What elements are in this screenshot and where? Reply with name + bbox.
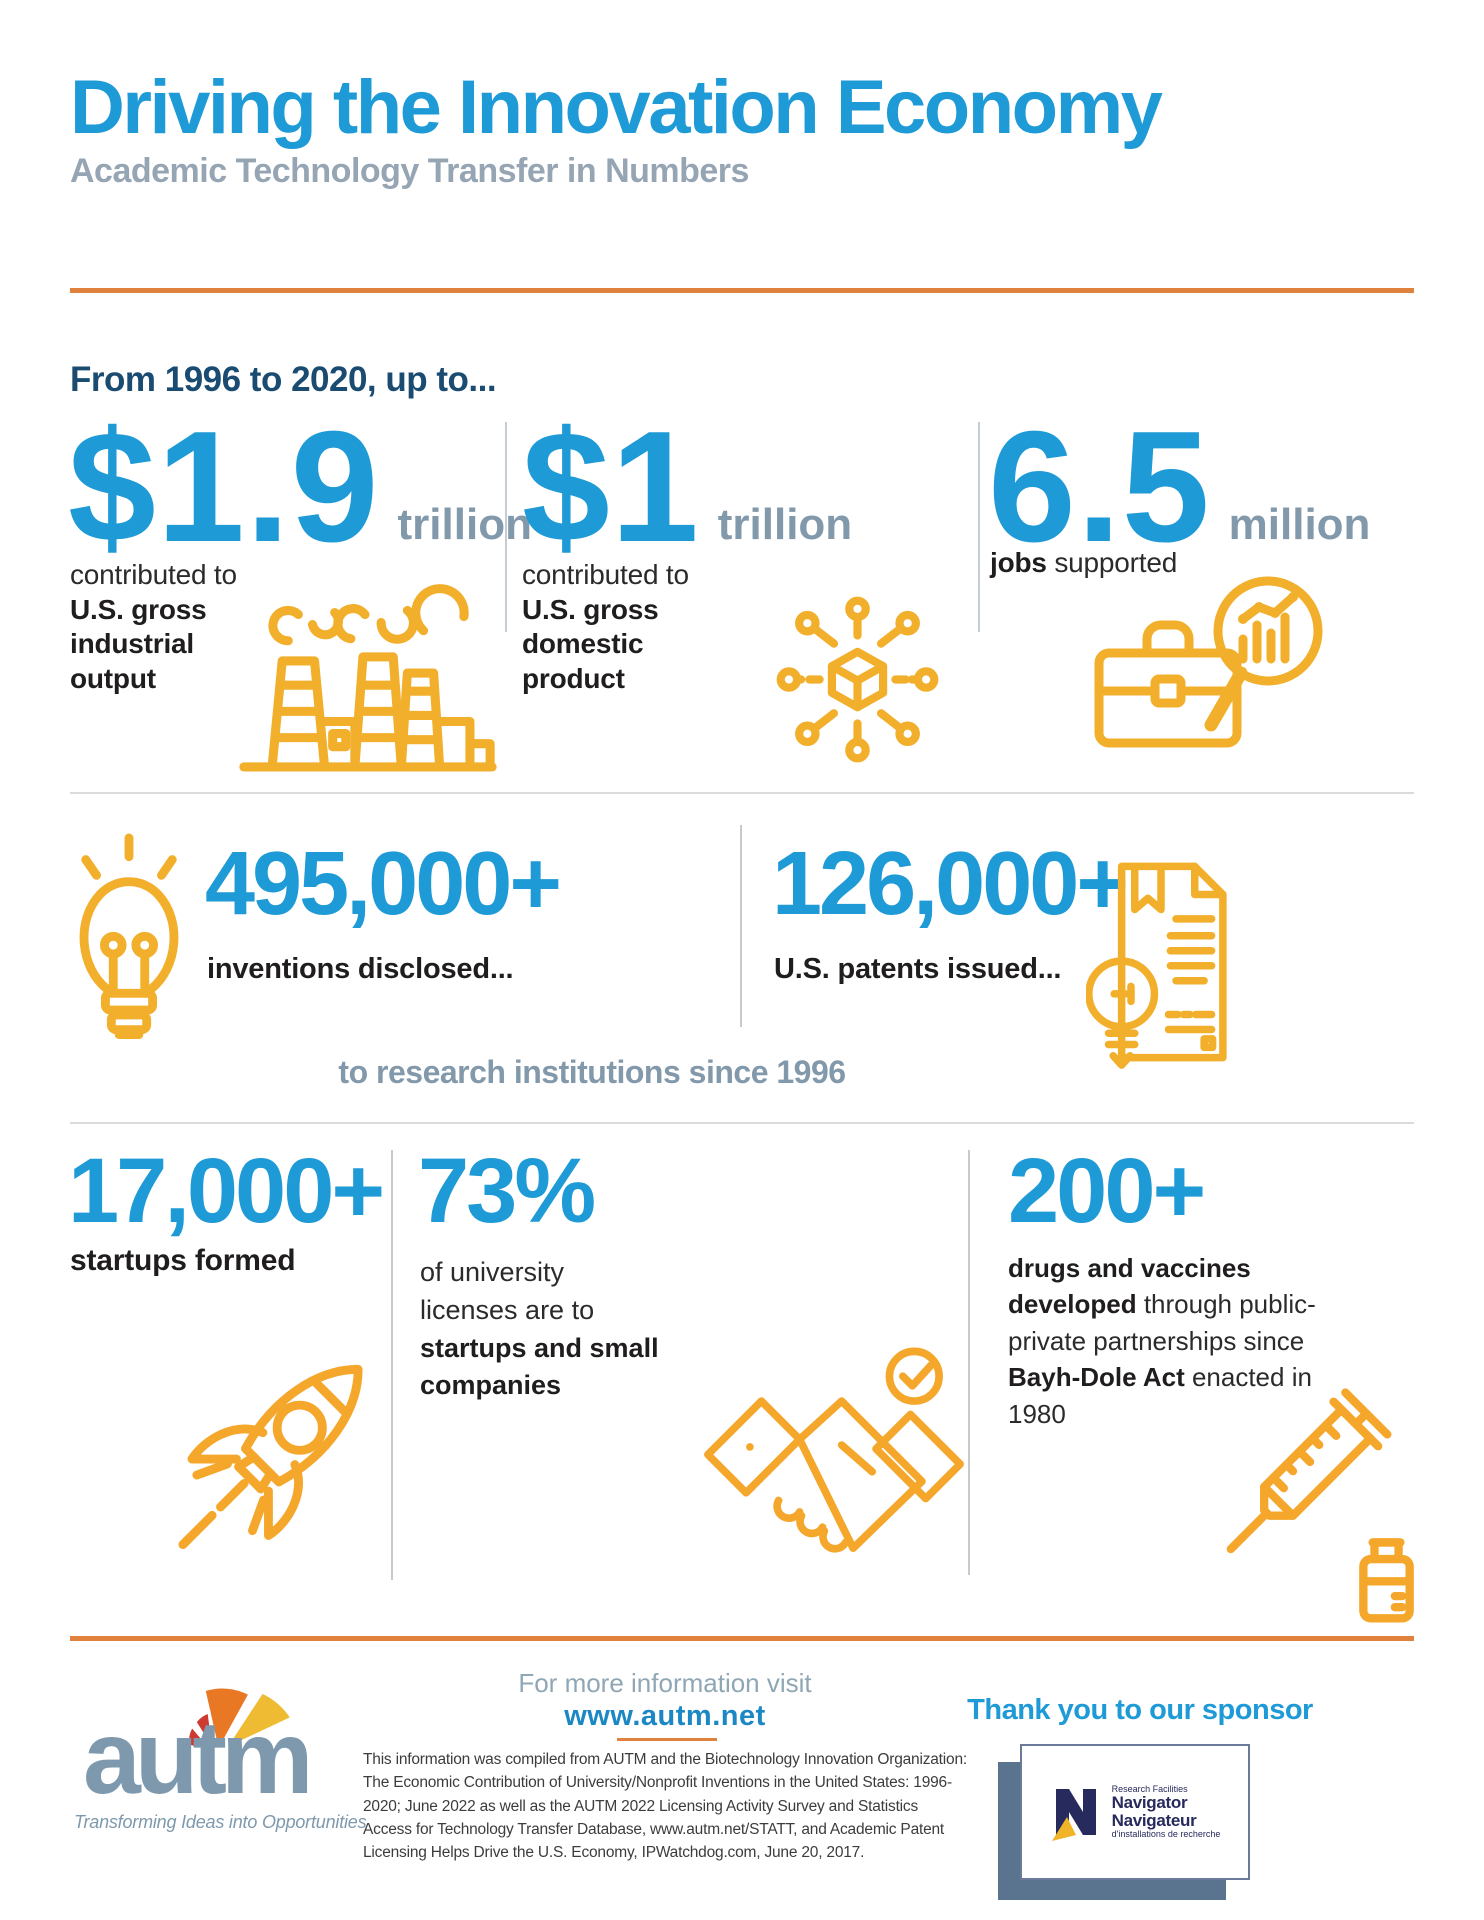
handshake-icon	[704, 1347, 964, 1553]
syringe-vial-icon	[1226, 1388, 1414, 1623]
info-label: For more information visit	[518, 1668, 812, 1698]
column-divider	[505, 422, 507, 632]
stat-caption-bold: Bayh-Dole Act	[1008, 1362, 1185, 1393]
stat-university-licenses: 73%	[418, 1140, 596, 1242]
stat-unit: million	[1228, 500, 1371, 550]
sponsor-heading: Thank you to our sponsor	[967, 1694, 1313, 1726]
intro-heading: From 1996 to 2020, up to...	[70, 360, 497, 399]
navigator-logo-text: Research Facilities Navigator Navigateur…	[1111, 1783, 1221, 1840]
stat-gross-industrial-output: $1.9 trillion	[68, 399, 532, 575]
stat-caption: inventions disclosed...	[207, 953, 514, 985]
navigator-line2: Navigator	[1111, 1793, 1188, 1813]
stat-value: 17,000+	[68, 1140, 385, 1242]
column-divider	[740, 825, 742, 1027]
autm-fan-logo-icon	[186, 1685, 295, 1756]
stat-caption: U.S. patents issued...	[774, 953, 1062, 985]
navigator-line4: d'installations de recherche	[1111, 1828, 1221, 1839]
briefcase-search-icon	[1094, 576, 1323, 748]
navigator-logo-icon	[1051, 1789, 1096, 1841]
stat-caption-bold: drugs and vaccines developed	[1008, 1253, 1251, 1320]
column-divider	[968, 1150, 970, 1575]
stat-gross-domestic-product: $1 trillion	[522, 399, 853, 575]
stat-desc-bold: U.S. gross domestic product	[522, 593, 659, 695]
stat-caption-plain: through public-private partnerships sinc…	[1008, 1289, 1316, 1356]
stat-caption: drugs and vaccines developed through pub…	[1008, 1250, 1358, 1432]
divider-orange-top	[70, 288, 1414, 293]
stat-description: contributed to U.S. gross domestic produ…	[522, 558, 722, 697]
navigator-line1: Research Facilities	[1111, 1783, 1188, 1794]
rocket-icon	[178, 1364, 363, 1549]
stat-caption: startups formed	[70, 1244, 296, 1277]
stat-value: $1	[522, 399, 700, 575]
column-divider	[391, 1150, 393, 1580]
stat-desc-plain: contributed to	[522, 559, 689, 590]
network-cube-icon	[776, 596, 939, 763]
stat-caption-plain: of university licenses are to	[420, 1257, 595, 1325]
stat-unit: trillion	[717, 500, 853, 550]
stat-value: 200+	[1008, 1140, 1206, 1242]
stat-startups-formed: 17,000+	[68, 1140, 385, 1242]
url-underline	[617, 1738, 717, 1741]
stat-value: 495,000+	[205, 834, 562, 934]
autm-tagline: Transforming Ideas into Opportunities	[74, 1812, 367, 1832]
divider-gray	[70, 1122, 1414, 1124]
divider-orange-bottom	[70, 1636, 1414, 1641]
stat-drugs-vaccines: 200+	[1008, 1140, 1206, 1242]
lightbulb-icon	[79, 833, 179, 1040]
stat-desc-bold: U.S. gross industrial output	[70, 593, 207, 695]
stat-description: contributed to U.S. gross industrial out…	[70, 558, 265, 697]
row2-footnote: to research institutions since 1996	[338, 1054, 846, 1090]
page-title: Driving the Innovation Economy	[70, 65, 1163, 150]
fine-print: This information was compiled from AUTM …	[363, 1751, 967, 1861]
factory-icon	[239, 584, 497, 772]
stat-description: jobs supported	[990, 546, 1290, 581]
stat-inventions-disclosed: 495,000+	[205, 834, 562, 934]
divider-gray	[70, 792, 1414, 794]
sponsor-card: Research Facilities Navigator Navigateur…	[1020, 1744, 1250, 1880]
navigator-line3: Navigateur	[1111, 1811, 1197, 1830]
stat-patents-issued: 126,000+	[772, 834, 1129, 934]
stat-value: $1.9	[68, 399, 380, 575]
stat-desc-plain: supported	[1054, 547, 1178, 578]
stat-desc-plain: contributed to	[70, 559, 237, 590]
page-subtitle: Academic Technology Transfer in Numbers	[70, 152, 749, 190]
stat-jobs-supported: 6.5 million	[988, 399, 1371, 575]
stat-value: 6.5	[988, 399, 1211, 575]
stat-caption-plain: enacted in 1980	[1008, 1362, 1312, 1429]
stat-value: 73%	[418, 1140, 596, 1242]
patent-document-icon	[1086, 862, 1227, 1069]
stat-unit: trillion	[397, 500, 532, 550]
stat-desc-bold: jobs	[990, 547, 1047, 578]
stat-caption-bold: startups and small companies	[420, 1332, 659, 1401]
stat-caption: of university licenses are to startups a…	[420, 1254, 670, 1405]
autm-logo: autm	[83, 1700, 313, 1816]
column-divider	[978, 422, 980, 632]
autm-url-link[interactable]: www.autm.net	[564, 1700, 766, 1732]
stat-value: 126,000+	[772, 834, 1129, 934]
